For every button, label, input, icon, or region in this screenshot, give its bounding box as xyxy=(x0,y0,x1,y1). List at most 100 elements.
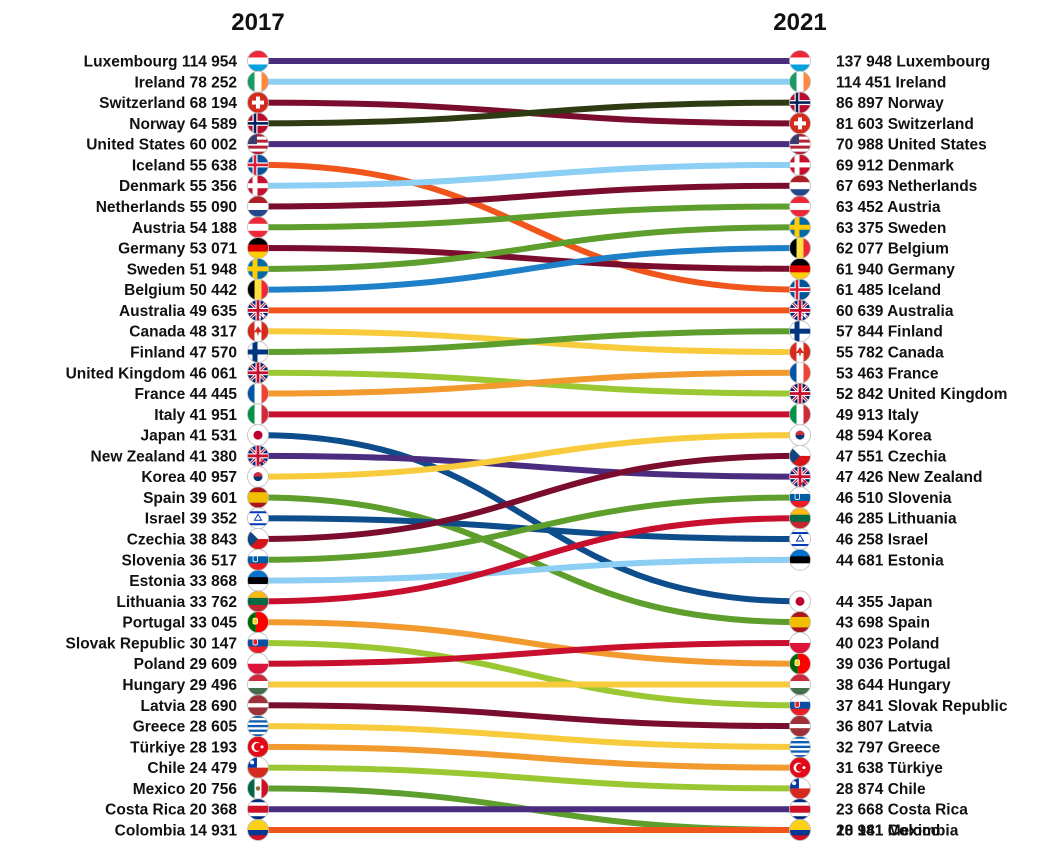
slope-line-chile xyxy=(257,764,801,792)
flag-chile-left-icon xyxy=(247,757,269,779)
slope-line-korea xyxy=(257,432,801,480)
flag-spain-right-icon xyxy=(789,611,811,633)
flag-ireland-left-icon xyxy=(247,71,269,93)
left-label-poland: Poland 29 609 xyxy=(134,656,238,673)
flag-belgium-left-icon xyxy=(247,279,269,301)
flag-luxembourg-right-icon xyxy=(789,50,811,72)
flag-netherlands-right-icon xyxy=(789,175,811,197)
flag-rim xyxy=(247,819,269,841)
right-label-estonia: 44 681 Estonia xyxy=(836,552,944,569)
slope-line-norway xyxy=(257,99,801,127)
right-label-italy: 49 913 Italy xyxy=(836,407,919,424)
left-label-latvia: Latvia 28 690 xyxy=(140,698,237,715)
flag-poland-right-icon xyxy=(789,632,811,654)
left-flag-column xyxy=(247,50,269,841)
left-label-united-kingdom: United Kingdom 46 061 xyxy=(66,365,238,382)
left-label-france: France 44 445 xyxy=(134,386,237,403)
flag-estonia-left-icon xyxy=(247,570,269,592)
year-2017-label: 2017 xyxy=(231,9,284,36)
flag-latvia-left-icon xyxy=(247,694,269,716)
left-label-united-states: United States 60 002 xyxy=(86,137,237,154)
right-label-netherlands: 67 693 Netherlands xyxy=(836,178,977,195)
slope-line-latvia xyxy=(257,702,801,730)
right-label-spain: 43 698 Spain xyxy=(836,615,930,632)
slope-line-germany xyxy=(257,245,801,272)
flag-sweden-left-icon xyxy=(247,258,269,280)
flag-iceland-right-icon xyxy=(789,279,811,301)
slope-line-poland xyxy=(257,639,801,667)
flag-norway-right-icon xyxy=(789,92,811,114)
left-label-lithuania: Lithuania 33 762 xyxy=(116,594,237,611)
left-label-spain: Spain 39 601 xyxy=(143,490,237,507)
left-label-canada: Canada 48 317 xyxy=(129,324,237,341)
flag-israel-right-icon xyxy=(789,528,811,550)
flag-costa-rica-left-icon xyxy=(247,798,269,820)
slope-line-czechia xyxy=(257,452,801,543)
flag-slovak-republic-right-icon xyxy=(789,694,811,716)
flag-czechia-left-icon xyxy=(247,528,269,550)
left-label-japan: Japan 41 531 xyxy=(140,428,237,445)
flag-korea-left-icon xyxy=(247,466,269,488)
flag-germany-left-icon xyxy=(247,237,269,259)
flag-germany-right-icon xyxy=(789,258,811,280)
slope-line-belgium xyxy=(257,245,801,293)
right-label-switzerland: 81 603 Switzerland xyxy=(836,116,974,133)
flag-czechia-right-icon xyxy=(789,445,811,467)
flag-united-kingdom-right-icon xyxy=(789,383,811,405)
flag-slovak-republic-left-icon xyxy=(247,632,269,654)
slope-lines xyxy=(257,57,801,834)
slope-line-sweden xyxy=(257,224,801,272)
flag-rim xyxy=(789,548,811,571)
right-label-canada: 55 782 Canada xyxy=(836,344,944,361)
flag-hungary-left-icon xyxy=(247,674,269,696)
right-label-portugal: 39 036 Portugal xyxy=(836,656,951,673)
right-label-slovak-republic: 37 841 Slovak Republic xyxy=(836,698,1008,715)
flag-rim xyxy=(789,237,811,259)
flag-switzerland-right-icon xyxy=(789,112,811,134)
right-label-belgium: 62 077 Belgium xyxy=(836,241,949,258)
slope-line-france xyxy=(257,369,801,397)
flag-italy-right-icon xyxy=(789,403,811,425)
right-label-t-rkiye: 31 638 Türkiye xyxy=(836,760,943,777)
flag-france-right-icon xyxy=(789,362,811,384)
flag-canada-left-icon xyxy=(247,320,269,342)
flag-finland-right-icon xyxy=(789,320,811,342)
flag-rim xyxy=(789,320,811,343)
flag-finland-left-icon xyxy=(247,341,269,363)
flag-netherlands-left-icon xyxy=(247,195,269,217)
left-label-denmark: Denmark 55 356 xyxy=(119,178,237,195)
left-label-chile: Chile 24 479 xyxy=(147,760,237,777)
right-label-chile: 28 874 Chile xyxy=(836,781,926,798)
flag-portugal-right-icon xyxy=(789,653,811,675)
flag-norway-left-icon xyxy=(247,112,269,134)
flag-chile-right-icon xyxy=(789,777,811,799)
left-label-greece: Greece 28 605 xyxy=(133,719,238,736)
flag-t-rkiye-right-icon xyxy=(789,757,811,779)
slope-line-denmark xyxy=(257,161,801,189)
right-label-austria: 63 452 Austria xyxy=(836,199,941,216)
right-label-united-kingdom: 52 842 United Kingdom xyxy=(836,386,1007,403)
left-label-mexico: Mexico 20 756 xyxy=(133,781,238,798)
flag-united-kingdom-left-icon xyxy=(247,362,269,384)
left-label-slovenia: Slovenia 36 517 xyxy=(122,552,237,569)
left-label-costa-rica: Costa Rica 20 368 xyxy=(105,802,237,819)
left-label-netherlands: Netherlands 55 090 xyxy=(96,199,237,216)
right-flag-column xyxy=(789,50,811,841)
left-label-belgium: Belgium 50 442 xyxy=(124,282,237,299)
slope-line-greece xyxy=(257,723,801,750)
flag-colombia-left-icon xyxy=(247,819,269,841)
left-label-sweden: Sweden 51 948 xyxy=(127,261,238,278)
left-label-column: Luxembourg 114 954 Ireland 78 252 Switzerl… xyxy=(66,54,238,840)
slope-line-t-rkiye xyxy=(257,743,801,771)
flag-rim xyxy=(789,361,811,384)
flag-poland-left-icon xyxy=(247,653,269,675)
flag-rim xyxy=(789,819,811,841)
right-label-united-states: 70 988 United States xyxy=(836,137,987,154)
left-label-luxembourg: Luxembourg 114 954 xyxy=(84,54,238,71)
flag-ireland-right-icon xyxy=(789,71,811,93)
slope-line-lithuania xyxy=(257,515,801,605)
flag-iceland-left-icon xyxy=(247,154,269,176)
flag-belgium-right-icon xyxy=(789,237,811,259)
left-label-australia: Australia 49 635 xyxy=(119,303,237,320)
flag-switzerland-left-icon xyxy=(247,92,269,114)
